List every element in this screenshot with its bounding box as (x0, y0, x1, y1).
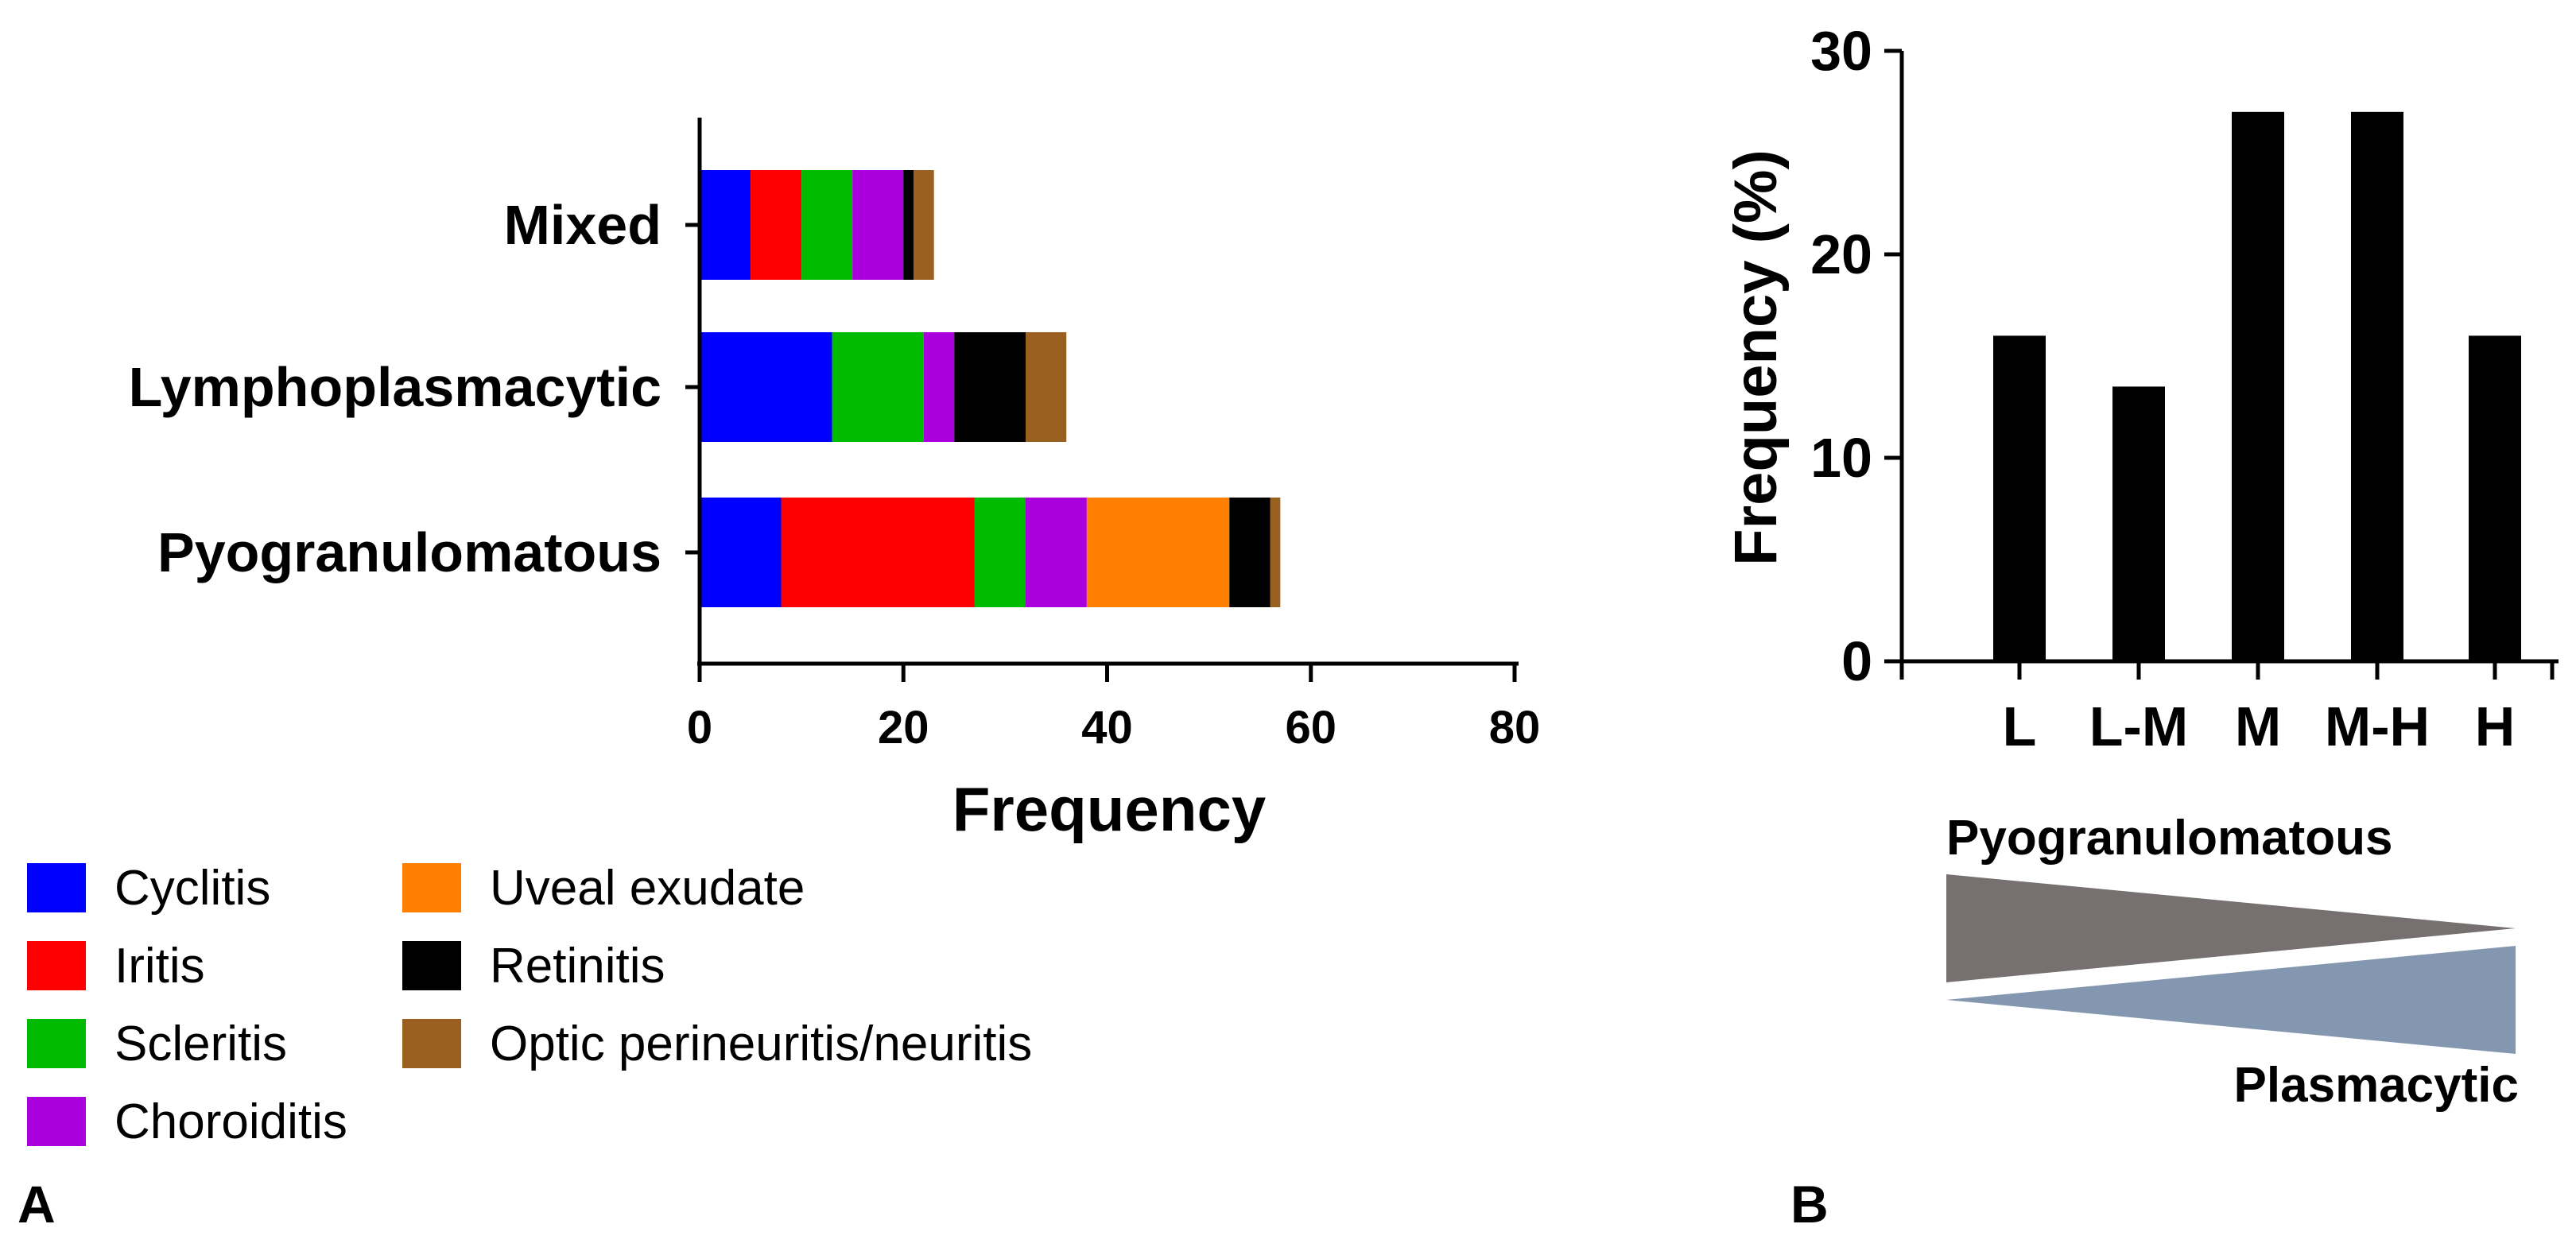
legend-swatch-cyclitis (27, 863, 86, 912)
legend-label-scleritis: Scleritis (114, 1017, 287, 1071)
legend-label-choroiditis: Choroiditis (114, 1094, 347, 1149)
bar-h (2469, 335, 2521, 661)
a-x-tick-label: 40 (1081, 702, 1133, 753)
pyogranulomatous-wedge (1946, 874, 2516, 982)
legend-swatch-uveal-exudate (402, 863, 461, 912)
a-x-axis-title: Frequency (952, 774, 1266, 844)
plasmacytic-label: Plasmacytic (2234, 1058, 2519, 1113)
b-category-label: M-H (2325, 695, 2430, 757)
b-y-tick-label: 10 (1810, 427, 1872, 489)
bar-pyogranulomatous-retinitis (1229, 498, 1271, 607)
a-category-label: Mixed (504, 194, 661, 256)
b-y-axis-title: Frequency (%) (1722, 149, 1790, 566)
bar-mixed-optic-perineuritis-neuritis (914, 170, 934, 280)
legend-swatch-scleritis (27, 1019, 86, 1068)
legend-swatch-choroiditis (27, 1097, 86, 1146)
pyogranulomatous-label: Pyogranulomatous (1946, 811, 2393, 866)
bar-mixed-retinitis (903, 170, 914, 280)
legend-swatch-iritis (27, 941, 86, 990)
a-x-tick-label: 0 (687, 702, 712, 753)
bar-lymphoplasmacytic-choroiditis (923, 332, 955, 442)
a-x-tick-label: 60 (1285, 702, 1336, 753)
plasmacytic-wedge (1946, 946, 2516, 1054)
bar-lymphoplasmacytic-scleritis (832, 332, 924, 442)
bar-mixed-choroiditis (852, 170, 904, 280)
b-y-tick-label: 30 (1810, 20, 1872, 82)
panel-a-label: A (17, 1175, 56, 1234)
b-category-label: L-M (2089, 695, 2188, 757)
legend-label-cyclitis: Cyclitis (114, 861, 270, 916)
bar-lymphoplasmacytic-cyclitis (700, 332, 832, 442)
bar-lymphoplasmacytic-optic-perineuritis-neuritis (1026, 332, 1067, 442)
bar-l-m (2112, 386, 2165, 661)
bar-l (1993, 335, 2046, 661)
bar-pyogranulomatous-choroiditis (1026, 498, 1087, 607)
legend-label-iritis: Iritis (114, 939, 205, 994)
b-category-label: H (2475, 695, 2516, 757)
legend-label-uveal-exudate: Uveal exudate (490, 861, 805, 916)
bar-pyogranulomatous-uveal-exudate (1086, 498, 1230, 607)
bar-mixed-iritis (751, 170, 802, 280)
panel-b-chart: 0 10 20 30 L L-M M M-H H Frequency (%) Pyogranu… (1722, 20, 2559, 1234)
bar-pyogranulomatous-iritis (781, 498, 975, 607)
a-x-tick-label: 20 (878, 702, 929, 753)
panel-b-label: B (1790, 1175, 1829, 1234)
a-x-tick-label: 80 (1489, 702, 1541, 753)
b-category-label: L (2003, 695, 2037, 757)
bar-mixed-cyclitis (700, 170, 751, 280)
bar-pyogranulomatous-cyclitis (700, 498, 782, 607)
b-category-label: M (2235, 695, 2281, 757)
b-y-tick-label: 20 (1810, 223, 1872, 285)
bar-m-h (2351, 111, 2403, 662)
b-y-tick-label: 0 (1841, 630, 1872, 692)
panel-a-chart: Mixed Lymphoplasmacytic Pyogranulomatous 0… (17, 118, 1540, 1234)
bar-lymphoplasmacytic-retinitis (954, 332, 1026, 442)
bar-m (2232, 111, 2284, 662)
bar-pyogranulomatous-scleritis (974, 498, 1026, 607)
legend-label-retinitis: Retinitis (490, 939, 665, 994)
a-category-label: Pyogranulomatous (157, 521, 661, 583)
a-legend: Cyclitis Iritis Scleritis Choroiditis Uveal … (27, 861, 1032, 1149)
legend-swatch-optic-perineuritis-neuritis (402, 1019, 461, 1068)
legend-swatch-retinitis (402, 941, 461, 990)
bar-pyogranulomatous-optic-perineuritis-neuritis (1270, 498, 1281, 607)
bar-mixed-scleritis (801, 170, 853, 280)
legend-label-optic-perineuritis-neuritis: Optic perineuritis/neuritis (490, 1017, 1032, 1071)
a-category-label: Lymphoplasmacytic (129, 356, 661, 418)
